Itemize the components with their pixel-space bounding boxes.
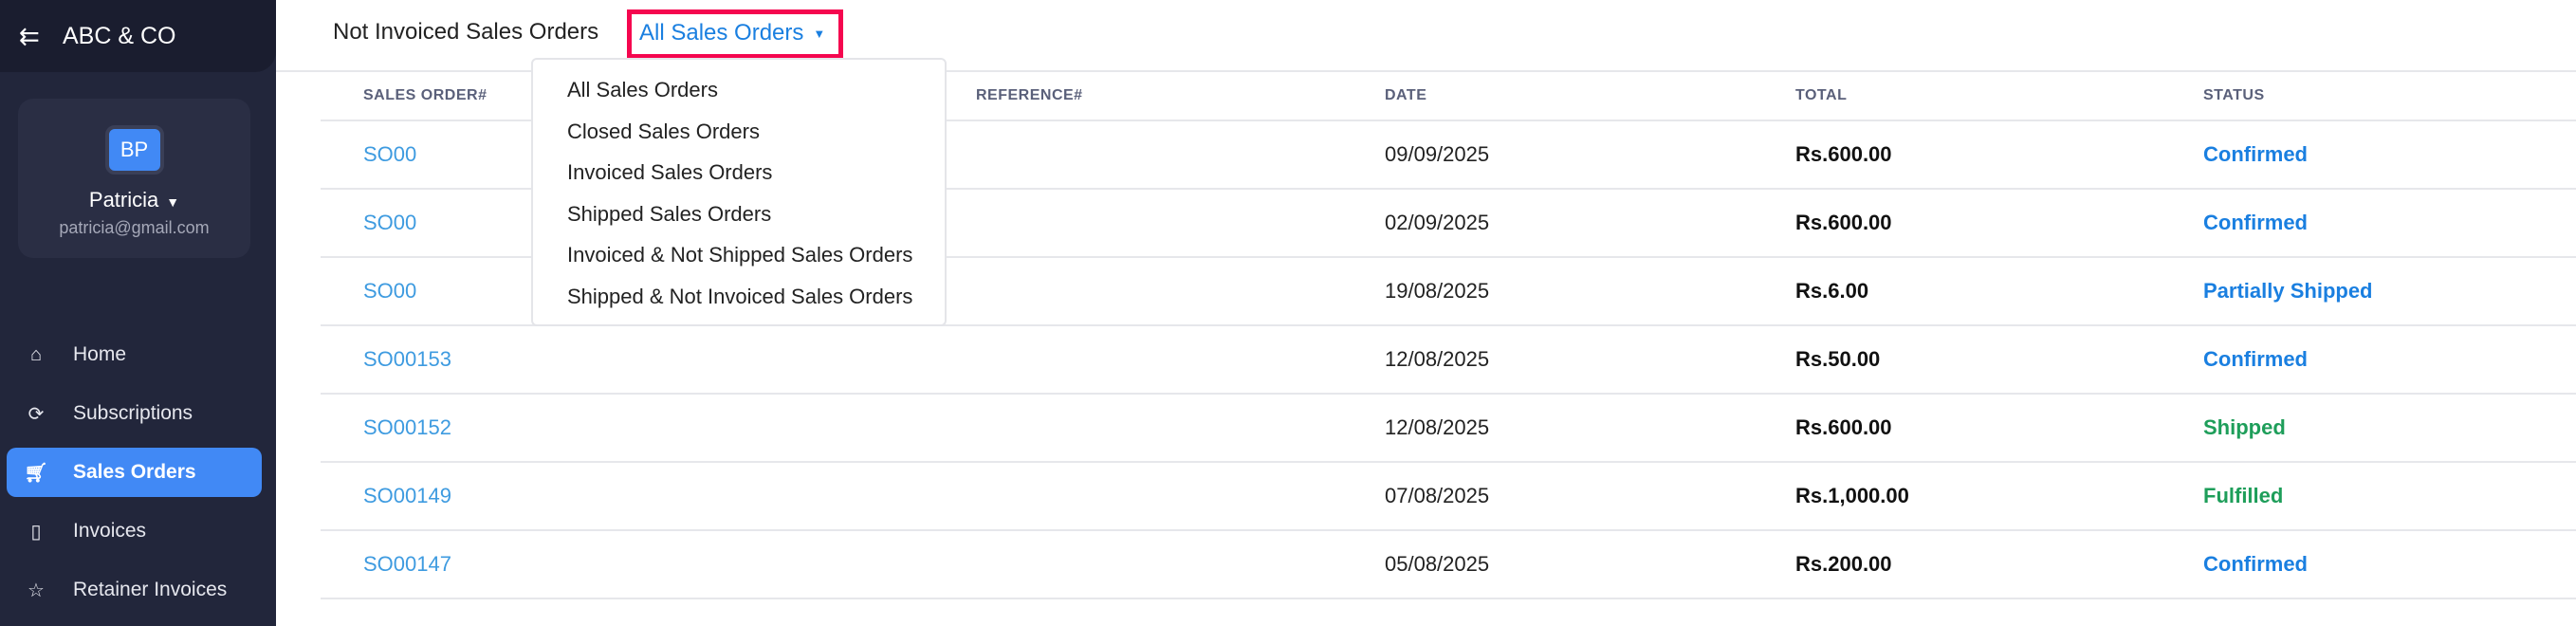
total-cell: Rs.1,000.00: [1795, 484, 1909, 507]
sidebar-item-subscriptions[interactable]: ⟳ Subscriptions: [7, 389, 262, 438]
table-header: SALES ORDER# REFERENCE# DATE TOTAL STATU…: [321, 72, 2576, 121]
table-row[interactable]: SO00147 05/08/2025 Rs.200.00 Confirmed: [321, 531, 2576, 599]
menu-item[interactable]: Shipped & Not Invoiced Sales Orders: [567, 284, 913, 308]
chevron-down-icon: ▼: [166, 194, 180, 210]
total-cell: Rs.600.00: [1795, 211, 1892, 234]
date-cell: 12/08/2025: [1385, 415, 1490, 439]
sales-order-link[interactable]: SO00152: [363, 415, 451, 439]
column-header[interactable]: TOTAL: [1795, 87, 1848, 103]
sidebar-item-label: Home: [73, 343, 127, 365]
org-name: ABC & CO: [63, 22, 176, 49]
status-badge: Partially Shipped: [2203, 279, 2373, 303]
status-badge: Confirmed: [2203, 552, 2308, 576]
table-row[interactable]: SO00 02/09/2025 Rs.600.00 Confirmed: [321, 190, 2576, 258]
total-cell: Rs.6.00: [1795, 279, 1869, 303]
column-header[interactable]: DATE: [1385, 87, 1427, 103]
sales-orders-table: SALES ORDER# REFERENCE# DATE TOTAL STATU…: [321, 72, 2576, 599]
column-header[interactable]: REFERENCE#: [976, 87, 1083, 103]
sidebar-item-label: Retainer Invoices: [73, 579, 228, 600]
date-cell: 07/08/2025: [1385, 484, 1490, 507]
top-bar: Not Invoiced Sales Orders All Sales Orde…: [276, 0, 2576, 72]
table-row[interactable]: SO00152 12/08/2025 Rs.600.00 Shipped: [321, 395, 2576, 463]
menu-item[interactable]: Shipped Sales Orders: [567, 201, 772, 226]
date-cell: 05/08/2025: [1385, 552, 1490, 576]
profile-card: BP Patricia ▼ patricia@gmail.com: [18, 99, 250, 258]
caret-down-icon: ▼: [813, 27, 826, 42]
sidebar-nav: ⌂ Home ⟳ Subscriptions 🛒︎ Sales Orders ▯ Inv…: [7, 330, 262, 624]
menu-item[interactable]: All Sales Orders: [567, 78, 718, 101]
view-filter-label: All Sales Orders: [639, 20, 804, 46]
invoice-icon: ▯: [30, 521, 42, 543]
cart-icon: 🛒︎: [24, 462, 48, 484]
sidebar-item-label: Sales Orders: [73, 461, 196, 483]
total-cell: Rs.600.00: [1795, 415, 1892, 439]
column-header[interactable]: SALES ORDER#: [363, 87, 488, 103]
collapse-menu-icon[interactable]: ⇇: [19, 21, 40, 50]
date-cell: 19/08/2025: [1385, 279, 1490, 303]
sidebar-item-invoices[interactable]: ▯ Invoices: [7, 506, 262, 556]
sidebar-item-label: Invoices: [73, 520, 147, 542]
sidebar-item-home[interactable]: ⌂ Home: [7, 330, 262, 379]
table-row[interactable]: SO00 19/08/2025 Rs.6.00 Partially Shippe…: [321, 258, 2576, 326]
status-badge: Confirmed: [2203, 142, 2308, 166]
date-cell: 09/09/2025: [1385, 142, 1490, 166]
sidebar: ⇇ ABC & CO BP Patricia ▼ patricia@gmail.c…: [0, 0, 276, 626]
total-cell: Rs.600.00: [1795, 142, 1892, 166]
table-row[interactable]: SO00153 12/08/2025 Rs.50.00 Confirmed: [321, 326, 2576, 395]
sidebar-item-sales-orders[interactable]: 🛒︎ Sales Orders: [7, 448, 262, 497]
date-cell: 12/08/2025: [1385, 347, 1490, 371]
avatar: BP: [104, 125, 164, 175]
view-filter-menu: All Sales Orders Closed Sales Orders Inv…: [531, 58, 947, 326]
menu-item[interactable]: Invoiced & Not Shipped Sales Orders: [567, 243, 913, 267]
profile-name: Patricia: [88, 188, 159, 212]
subscriptions-icon: ⟳: [28, 403, 45, 425]
view-filter-dropdown[interactable]: All Sales Orders ▼: [627, 9, 843, 59]
sales-order-link[interactable]: SO00: [363, 279, 417, 303]
sales-order-link[interactable]: SO00147: [363, 552, 451, 576]
sales-order-link[interactable]: SO00: [363, 211, 417, 234]
profile-email: patricia@gmail.com: [59, 218, 210, 237]
table-row[interactable]: SO00 09/09/2025 Rs.600.00 Confirmed: [321, 121, 2576, 190]
sidebar-item-retainer-invoices[interactable]: ☆ Retainer Invoices: [7, 565, 262, 615]
total-cell: Rs.200.00: [1795, 552, 1892, 576]
profile-name-dropdown[interactable]: Patricia ▼: [18, 188, 250, 212]
sidebar-item-label: Subscriptions: [73, 402, 193, 424]
total-cell: Rs.50.00: [1795, 347, 1881, 371]
status-badge: Confirmed: [2203, 347, 2308, 371]
page-title: Not Invoiced Sales Orders: [333, 19, 599, 45]
sales-order-link[interactable]: SO00: [363, 142, 417, 166]
menu-item[interactable]: Closed Sales Orders: [567, 119, 760, 143]
status-badge: Fulfilled: [2203, 484, 2284, 507]
retainer-invoice-icon: ☆: [28, 580, 45, 601]
sales-order-link[interactable]: SO00153: [363, 347, 451, 371]
status-badge: Shipped: [2203, 415, 2286, 439]
date-cell: 02/09/2025: [1385, 211, 1490, 234]
brand-header: ⇇ ABC & CO: [0, 0, 276, 72]
column-header[interactable]: STATUS: [2203, 87, 2265, 103]
status-badge: Confirmed: [2203, 211, 2308, 234]
home-icon: ⌂: [29, 343, 43, 365]
table-body: SO00 09/09/2025 Rs.600.00 Confirmed SO00 …: [321, 121, 2576, 599]
menu-item[interactable]: Invoiced Sales Orders: [567, 160, 773, 185]
sales-order-link[interactable]: SO00149: [363, 484, 451, 507]
table-row[interactable]: SO00149 07/08/2025 Rs.1,000.00 Fulfilled: [321, 463, 2576, 531]
